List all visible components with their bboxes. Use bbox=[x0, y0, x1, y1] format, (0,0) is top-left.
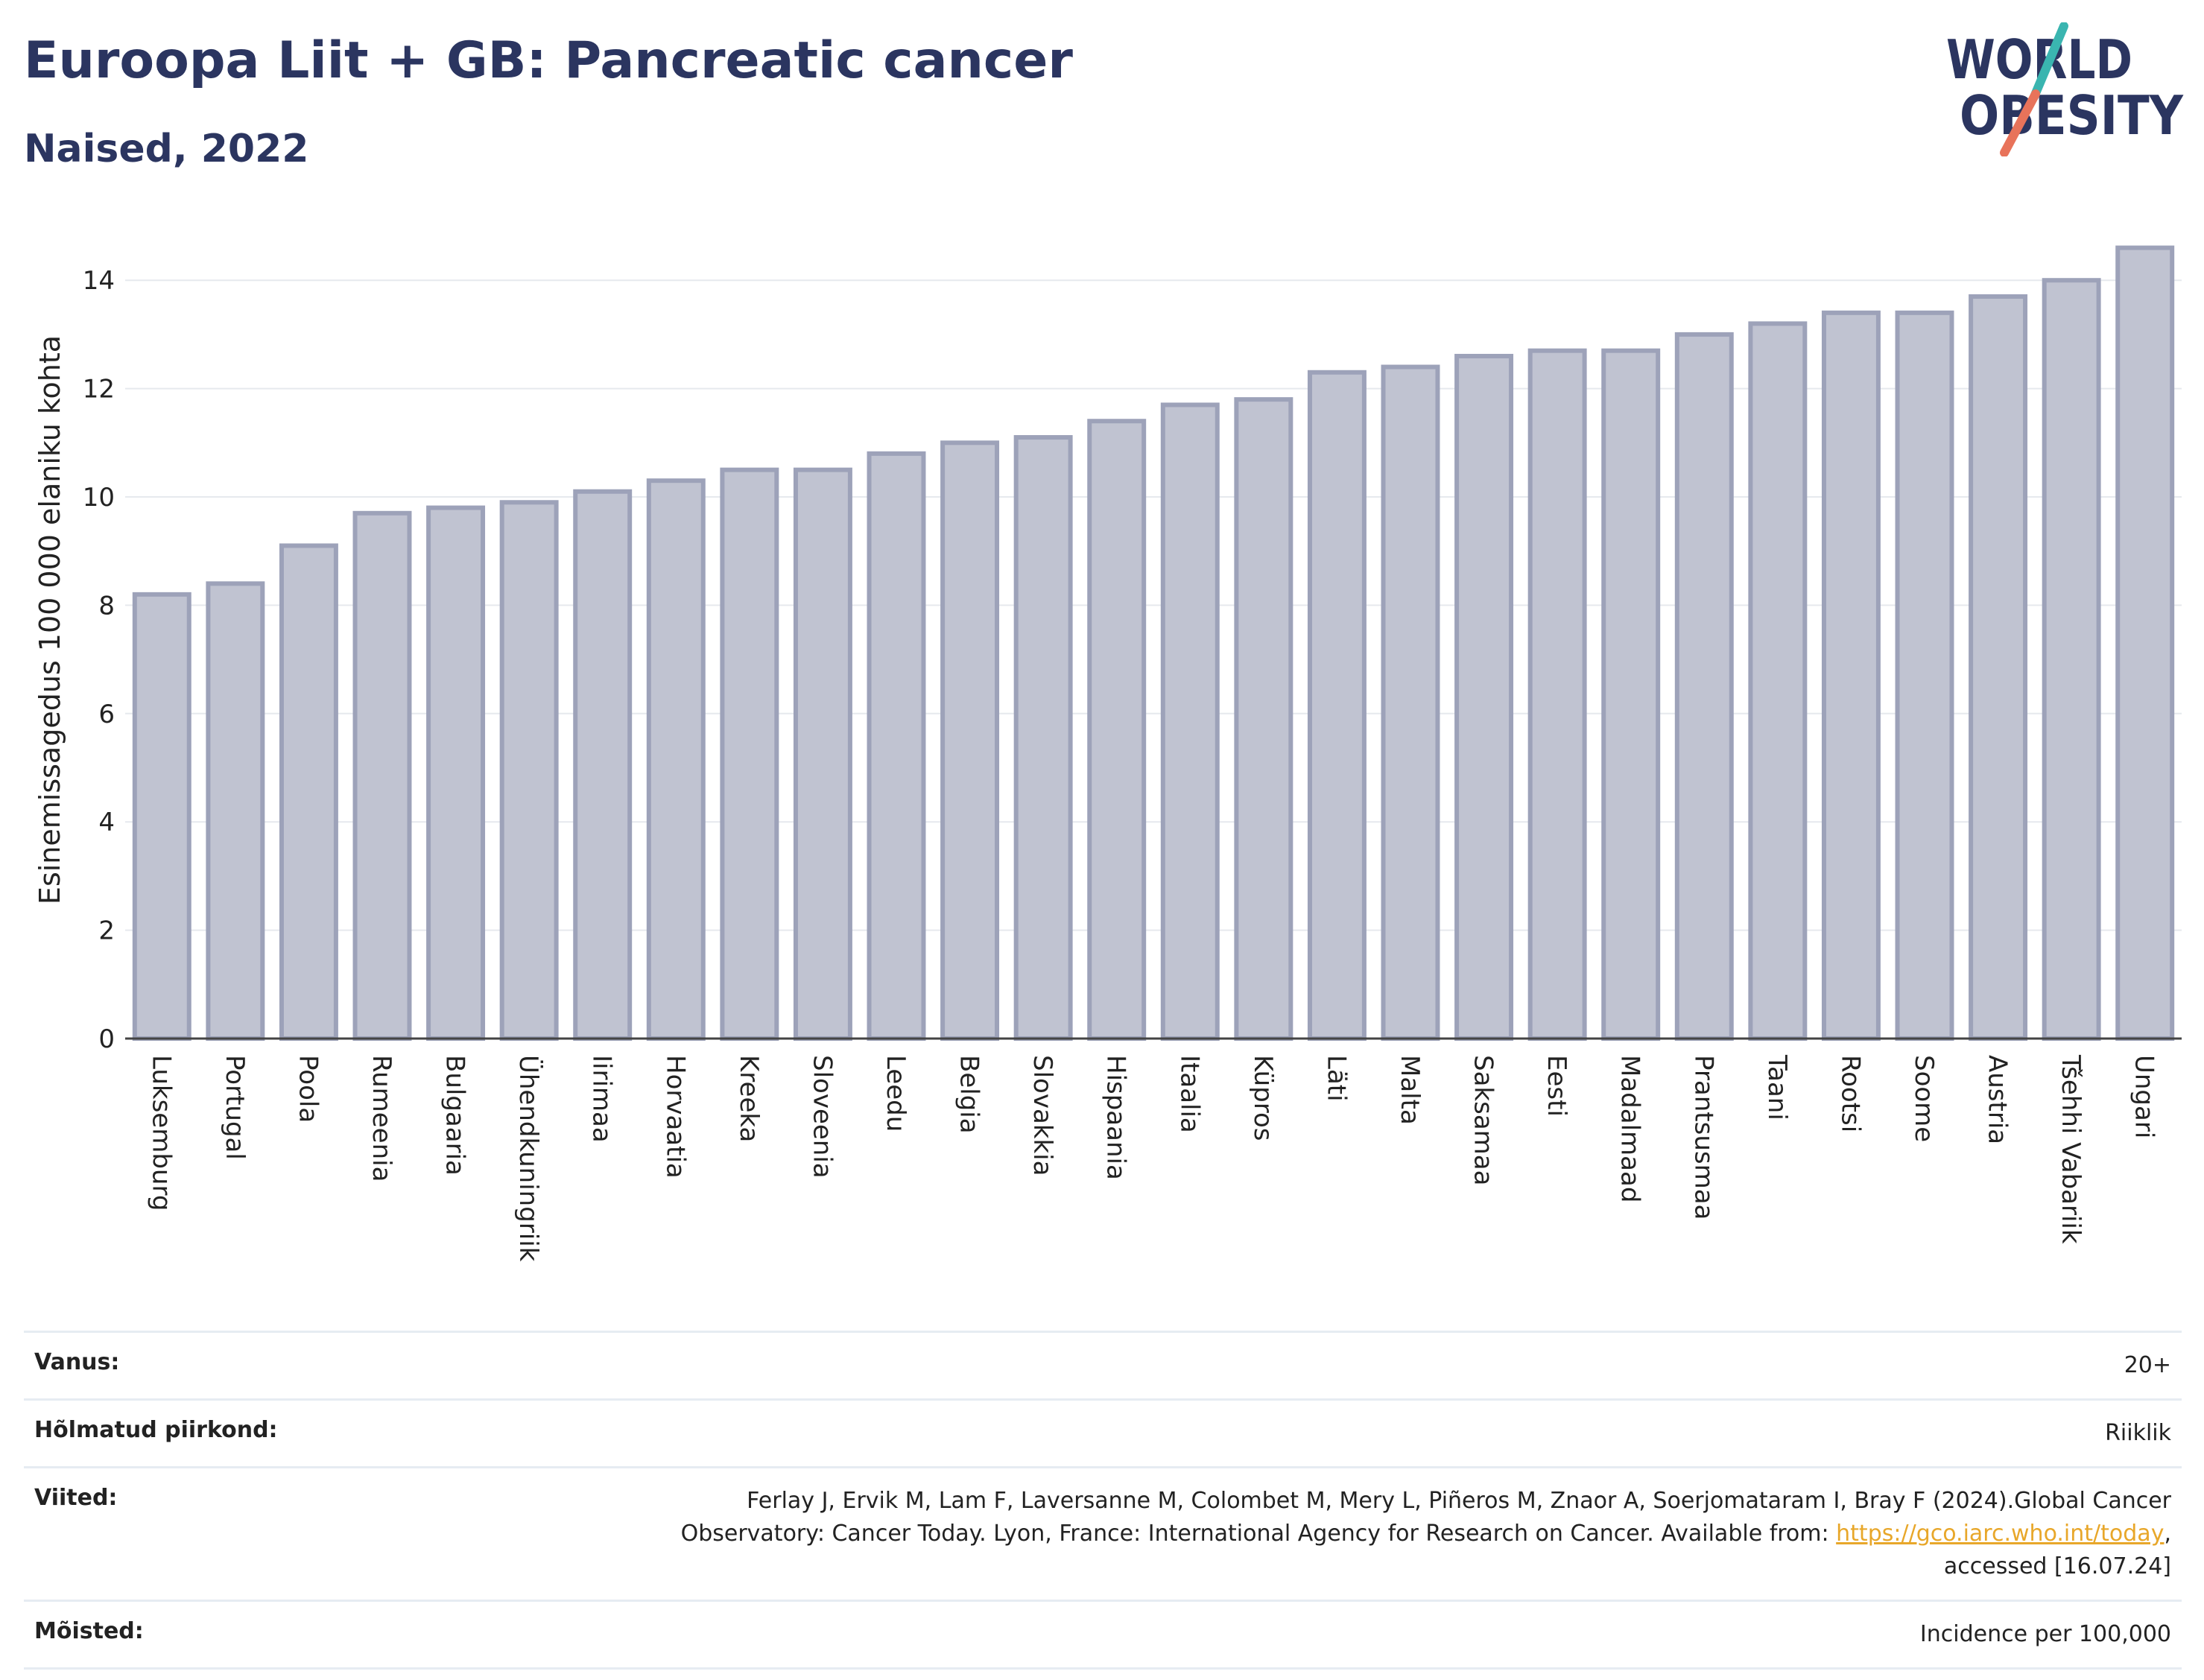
x-category-label: Rootsi bbox=[1835, 1055, 1865, 1132]
x-category-label: Poola bbox=[293, 1055, 323, 1123]
bar bbox=[646, 478, 706, 1041]
bar bbox=[1821, 310, 1881, 1041]
x-category-label: Taani bbox=[1762, 1054, 1792, 1120]
references-line2: Observatory: Cancer Today. Lyon, France:… bbox=[680, 1521, 1837, 1547]
bar-chart: 0 2 4 6 8 10 12 14 Luksemburg Portugal Poola Rumee… bbox=[34, 245, 2182, 1262]
bar bbox=[1013, 435, 1073, 1041]
bar bbox=[1454, 353, 1514, 1042]
x-category-labels: Luksemburg Portugal Poola Rumeenia Bulgaaria… bbox=[146, 1054, 2159, 1262]
age-value: 20+ bbox=[2124, 1352, 2171, 1378]
logo-slash-bottom bbox=[2000, 89, 2040, 156]
y-tick-label: 12 bbox=[83, 375, 115, 405]
bar bbox=[1527, 348, 1587, 1041]
x-category-label: Malta bbox=[1395, 1055, 1425, 1125]
x-category-label: Portugal bbox=[220, 1055, 250, 1160]
references-label: Viited: bbox=[34, 1485, 118, 1511]
x-category-label: Hispaania bbox=[1101, 1055, 1131, 1180]
y-tick-label: 2 bbox=[98, 916, 115, 946]
world-obesity-logo: WORLD OBESITY bbox=[1946, 22, 2184, 156]
x-category-label: Luksemburg bbox=[146, 1055, 176, 1211]
x-category-label: Bulgaaria bbox=[440, 1055, 470, 1176]
bar bbox=[426, 505, 486, 1041]
area-value: Riiklik bbox=[2105, 1420, 2171, 1446]
references-line1: Ferlay J, Ervik M, Lam F, Laversanne M, … bbox=[747, 1488, 2171, 1514]
y-tick-label: 10 bbox=[83, 483, 115, 513]
logo-slash-top bbox=[2030, 22, 2068, 101]
y-tick-label: 6 bbox=[98, 700, 115, 729]
meta-row-age: Vanus: 20+ bbox=[24, 1331, 2182, 1398]
bar bbox=[352, 510, 412, 1041]
bar bbox=[573, 489, 633, 1041]
x-category-label: Itaalia bbox=[1174, 1055, 1204, 1133]
bar bbox=[1307, 370, 1367, 1042]
x-category-label: Belgia bbox=[954, 1055, 984, 1134]
meta-row-definitions: Mõisted: Incidence per 100,000 bbox=[24, 1600, 2182, 1670]
meta-row-area: Hõlmatud piirkond: Riiklik bbox=[24, 1398, 2182, 1466]
references-link[interactable]: https://gco.iarc.who.int/today bbox=[1836, 1521, 2165, 1547]
y-tick-label: 4 bbox=[98, 808, 115, 837]
x-category-label: Kreeka bbox=[734, 1055, 764, 1142]
bar bbox=[1087, 419, 1147, 1041]
meta-row-references: Viited: Ferlay J, Ervik M, Lam F, Lavers… bbox=[24, 1466, 2182, 1600]
bar bbox=[499, 500, 559, 1041]
x-category-label: Slovakkia bbox=[1027, 1055, 1057, 1176]
definitions-value: Incidence per 100,000 bbox=[1919, 1621, 2171, 1647]
bar bbox=[1674, 332, 1734, 1041]
x-category-label: Soome bbox=[1909, 1055, 1939, 1142]
x-category-label: Iirimaa bbox=[587, 1055, 617, 1143]
references-line3: accessed [16.07.24] bbox=[1943, 1553, 2171, 1579]
bar bbox=[2115, 245, 2175, 1042]
x-category-label: Tšehhi Vabariik bbox=[2056, 1054, 2086, 1244]
x-category-label: Küpros bbox=[1248, 1055, 1278, 1141]
age-label: Vanus: bbox=[34, 1349, 120, 1375]
x-category-label: Eesti bbox=[1542, 1055, 1571, 1117]
chart-title: Euroopa Liit + GB: Pancreatic cancer bbox=[24, 31, 1073, 90]
x-category-label: Ungari bbox=[2129, 1055, 2159, 1138]
bar bbox=[1748, 321, 1808, 1041]
x-category-label: Läti bbox=[1321, 1055, 1351, 1102]
metadata-table: Vanus: 20+ Hõlmatud piirkond: Riiklik Vi… bbox=[24, 1331, 2182, 1670]
references-after-link: , bbox=[2164, 1521, 2171, 1547]
y-tick-label: 14 bbox=[83, 266, 115, 296]
bar bbox=[206, 581, 265, 1041]
y-tick-labels: 0 2 4 6 8 10 12 14 bbox=[83, 266, 115, 1054]
bar bbox=[1969, 294, 2028, 1041]
bar bbox=[793, 467, 852, 1041]
bar bbox=[1160, 402, 1220, 1041]
area-label: Hõlmatud piirkond: bbox=[34, 1417, 278, 1443]
y-tick-label: 0 bbox=[98, 1024, 115, 1054]
x-category-label: Leedu bbox=[881, 1055, 911, 1132]
x-category-label: Saksamaa bbox=[1469, 1055, 1498, 1185]
x-category-label: Prantsusmaa bbox=[1688, 1055, 1718, 1220]
bar bbox=[279, 543, 338, 1041]
references-value: Ferlay J, Ervik M, Lam F, Laversanne M, … bbox=[681, 1485, 2171, 1583]
bar bbox=[1895, 310, 1954, 1041]
x-category-label: Rumeenia bbox=[367, 1055, 396, 1182]
bar bbox=[2042, 278, 2101, 1041]
bar bbox=[940, 440, 1000, 1041]
bar bbox=[1381, 364, 1440, 1041]
x-category-label: Austria bbox=[1983, 1055, 2013, 1144]
x-category-label: Madalmaad bbox=[1615, 1055, 1645, 1202]
bar bbox=[867, 451, 926, 1041]
y-tick-label: 8 bbox=[98, 591, 115, 621]
logo-line2: OBESITY bbox=[1960, 84, 2184, 147]
y-axis-label: Esinemissagedus 100 000 elaniku kohta bbox=[34, 335, 66, 904]
bars bbox=[132, 245, 2175, 1042]
x-category-label: Sloveenia bbox=[807, 1055, 837, 1179]
bar bbox=[720, 467, 779, 1041]
x-category-label: Horvaatia bbox=[660, 1055, 690, 1179]
bar bbox=[132, 592, 191, 1041]
bar bbox=[1601, 348, 1661, 1041]
definitions-label: Mõisted: bbox=[34, 1618, 144, 1644]
chart-subtitle: Naised, 2022 bbox=[24, 127, 309, 171]
x-category-label: Ühendkuningriik bbox=[513, 1055, 544, 1262]
bar bbox=[1234, 397, 1293, 1041]
